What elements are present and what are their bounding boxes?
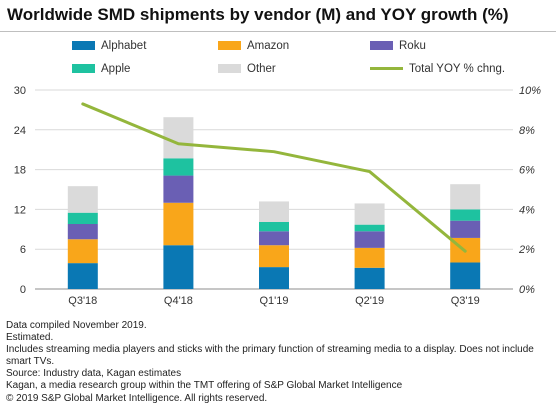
bar-alphabet: [259, 267, 289, 289]
legend-item-roku: Roku: [370, 40, 426, 52]
y-right-tick-label: 2%: [518, 244, 535, 256]
legend-label-total-yoy: Total YOY % chng.: [409, 63, 506, 75]
note-includes: Includes streaming media players and sti…: [6, 344, 534, 368]
y-right-tick-label: 0%: [519, 284, 535, 296]
bar-other: [354, 203, 385, 225]
x-tick-label: Q3'18: [68, 295, 97, 307]
y-right-tick-label: 8%: [519, 125, 535, 137]
bar-apple: [163, 158, 194, 176]
bar-roku: [259, 231, 289, 246]
note-kagan: Kagan, a media research group within the…: [6, 380, 403, 392]
bar-alphabet: [354, 267, 385, 289]
bar-amazon: [163, 202, 194, 246]
legend-label-roku: Roku: [399, 40, 426, 52]
bar-roku: [354, 231, 385, 248]
bar-other: [450, 184, 481, 210]
footnotes: Data compiled November 2019. Estimated. …: [6, 320, 551, 405]
legend-swatch-total-yoy: [370, 67, 403, 71]
bar-roku: [67, 223, 98, 240]
bar-alphabet: [450, 262, 481, 289]
legend-label-other: Other: [247, 63, 276, 75]
bar-apple: [67, 212, 98, 224]
bar-alphabet: [67, 263, 98, 289]
y-right-tick-label: 10%: [519, 85, 541, 97]
bar-other: [259, 201, 289, 223]
chart-title: Worldwide SMD shipments by vendor (M) an…: [7, 5, 509, 24]
y-left-tick-label: 24: [14, 125, 26, 137]
legend-swatch-roku: [370, 41, 393, 51]
legend-item-amazon: Amazon: [218, 40, 289, 52]
bar-other: [67, 186, 98, 213]
legend-label-apple: Apple: [101, 63, 131, 75]
bar-other: [163, 117, 194, 159]
y-left-tick-label: 30: [14, 85, 26, 97]
bar-apple: [259, 222, 289, 232]
legend-item-total-yoy: Total YOY % chng.: [370, 63, 505, 75]
x-tick-label: Q2'19: [355, 295, 384, 307]
legend: Alphabet Amazon Roku Apple Other Total Y…: [0, 0, 556, 80]
y-left-tick-label: 12: [14, 204, 26, 216]
note-compiled: Data compiled November 2019.: [6, 320, 147, 331]
legend-swatch-other: [218, 64, 241, 74]
note-source: Source: Industry data, Kagan estimates: [6, 368, 182, 380]
bar-apple: [450, 209, 481, 221]
x-tick-label: Q1'19: [259, 295, 288, 307]
chart-canvas: 0 6 12 18 24 30 0% 2% 4% 6% 8% 10% Q3'18 Q4'18 Q1'19 Q2…: [14, 85, 541, 307]
legend-swatch-amazon: [218, 41, 241, 51]
bar-amazon: [259, 245, 289, 268]
legend-label-amazon: Amazon: [247, 40, 290, 52]
title-divider: [0, 31, 556, 32]
legend-swatch-apple: [72, 64, 95, 74]
legend-swatch-alphabet: [72, 41, 95, 51]
y-left-tick-label: 18: [14, 165, 26, 177]
note-estimated: Estimated.: [6, 332, 54, 344]
y-right-tick-label: 6%: [519, 165, 535, 177]
legend-item-alphabet: Alphabet: [72, 40, 146, 52]
line-total-yoy: [81, 102, 467, 253]
legend-item-other: Other: [218, 63, 276, 75]
legend-label-alphabet: Alphabet: [101, 40, 147, 52]
bar-apple: [354, 224, 385, 232]
y-left-tick-label: 0: [20, 284, 26, 296]
bar-roku: [163, 175, 194, 203]
y-left-tick-label: 6: [20, 244, 26, 256]
y-right-tick-label: 4%: [519, 204, 535, 216]
bar-alphabet: [163, 245, 194, 289]
legend-item-apple: Apple: [72, 63, 130, 75]
x-tick-label: Q4'18: [164, 295, 193, 307]
note-copyright: © 2019 S&P Global Market Intelligence. A…: [6, 392, 268, 404]
bar-roku: [450, 220, 481, 238]
x-tick-label: Q3'19: [451, 295, 480, 307]
bar-amazon: [354, 247, 385, 268]
bar-amazon: [67, 239, 98, 264]
